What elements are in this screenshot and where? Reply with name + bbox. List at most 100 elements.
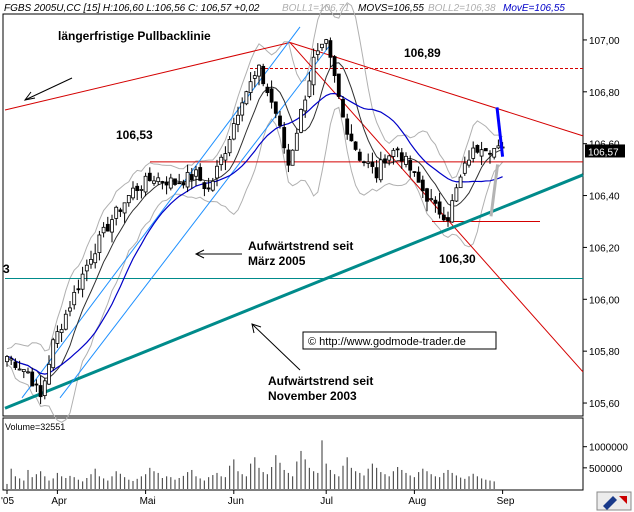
projection-arrows — [489, 107, 505, 217]
candle-body — [446, 217, 450, 222]
candle — [189, 167, 194, 189]
candle — [236, 106, 240, 133]
x-tick-label: Sep — [497, 496, 515, 507]
arrow-nov-head — [251, 323, 262, 334]
candle-body — [38, 385, 43, 398]
candle — [290, 149, 295, 166]
candle-body — [219, 156, 224, 166]
zoom-tool-icon[interactable] — [596, 491, 632, 511]
candle-body — [332, 56, 337, 77]
candle — [30, 367, 35, 387]
candle-body — [80, 273, 85, 290]
candle — [194, 165, 198, 187]
candle-body — [408, 159, 413, 171]
candle — [114, 205, 119, 226]
candle — [282, 122, 287, 154]
candle-body — [454, 187, 459, 202]
candle-body — [450, 200, 455, 223]
y-tick-label: 106,80 — [589, 88, 620, 99]
candle — [311, 48, 316, 96]
candle — [286, 143, 291, 173]
candle-body — [147, 172, 152, 182]
volume-tick-label: 1000000 — [589, 443, 628, 454]
candle-body — [362, 161, 366, 164]
candle-body — [84, 264, 89, 272]
candle-body — [357, 151, 362, 161]
candle-body — [320, 43, 324, 49]
candle — [110, 214, 114, 243]
candle-body — [492, 147, 497, 158]
channel-upper — [21, 26, 301, 399]
candle — [378, 151, 383, 183]
candle-body — [215, 165, 219, 179]
candle-body — [425, 188, 429, 202]
candle — [13, 358, 18, 370]
candle — [63, 309, 68, 331]
candle — [458, 174, 463, 189]
candle-body — [152, 180, 156, 184]
candle-body — [290, 149, 295, 166]
candle — [244, 90, 249, 106]
candle-body — [349, 133, 354, 142]
candle-body — [55, 331, 60, 344]
candle — [76, 279, 81, 294]
candle-body — [105, 223, 110, 232]
candle — [177, 173, 182, 185]
candle-body — [185, 171, 190, 188]
candle — [164, 176, 169, 195]
candle — [215, 159, 219, 187]
candle — [479, 141, 484, 166]
y-tick-label: 106,00 — [589, 295, 620, 306]
candle — [55, 325, 60, 348]
candle-body — [101, 226, 106, 234]
candle — [488, 150, 492, 164]
candle-body — [181, 182, 186, 186]
candle — [84, 259, 89, 282]
candle — [38, 375, 43, 405]
candle — [332, 55, 337, 83]
candle — [404, 152, 408, 168]
projection-up — [495, 107, 505, 157]
candle-body — [265, 86, 270, 94]
candle-body — [156, 177, 161, 183]
watermark: © http://www.godmode-trader.de — [308, 336, 466, 348]
candle — [72, 285, 77, 310]
candle — [450, 194, 455, 223]
candle-body — [114, 206, 119, 219]
candle-body — [248, 81, 253, 93]
candle-body — [328, 40, 333, 58]
candle-body — [370, 161, 375, 167]
candle — [492, 147, 497, 160]
candle-body — [462, 162, 467, 174]
header-symbol: FGBS 2005U,CC [15] H:106,60 L:106,56 C: … — [4, 3, 260, 14]
candle — [315, 43, 320, 61]
candle — [336, 73, 341, 100]
candle-body — [206, 187, 211, 190]
arrow-pullback — [24, 77, 73, 101]
header-boll2: BOLL2=106,38 — [428, 3, 496, 14]
candle-body — [118, 209, 123, 212]
candle — [278, 111, 282, 129]
candle-body — [223, 153, 228, 161]
candle — [231, 117, 236, 141]
candle — [34, 379, 39, 392]
candle-body — [240, 102, 245, 116]
candle-body — [110, 219, 114, 233]
candle-body — [383, 158, 387, 164]
candle-body — [63, 313, 68, 330]
candles — [5, 37, 505, 405]
candle-body — [479, 149, 484, 157]
candle — [366, 153, 371, 169]
candle — [105, 216, 110, 232]
candle — [168, 173, 173, 191]
candle-body — [341, 99, 345, 118]
header-boll1: BOLL1=106,71 — [282, 3, 350, 14]
volume-tick-label: 500000 — [589, 464, 623, 475]
pullback-line — [4, 42, 291, 111]
candle-body — [42, 380, 47, 397]
candle-body — [311, 56, 316, 86]
candle — [446, 211, 450, 227]
candle-body — [135, 185, 140, 192]
candle — [324, 38, 329, 50]
